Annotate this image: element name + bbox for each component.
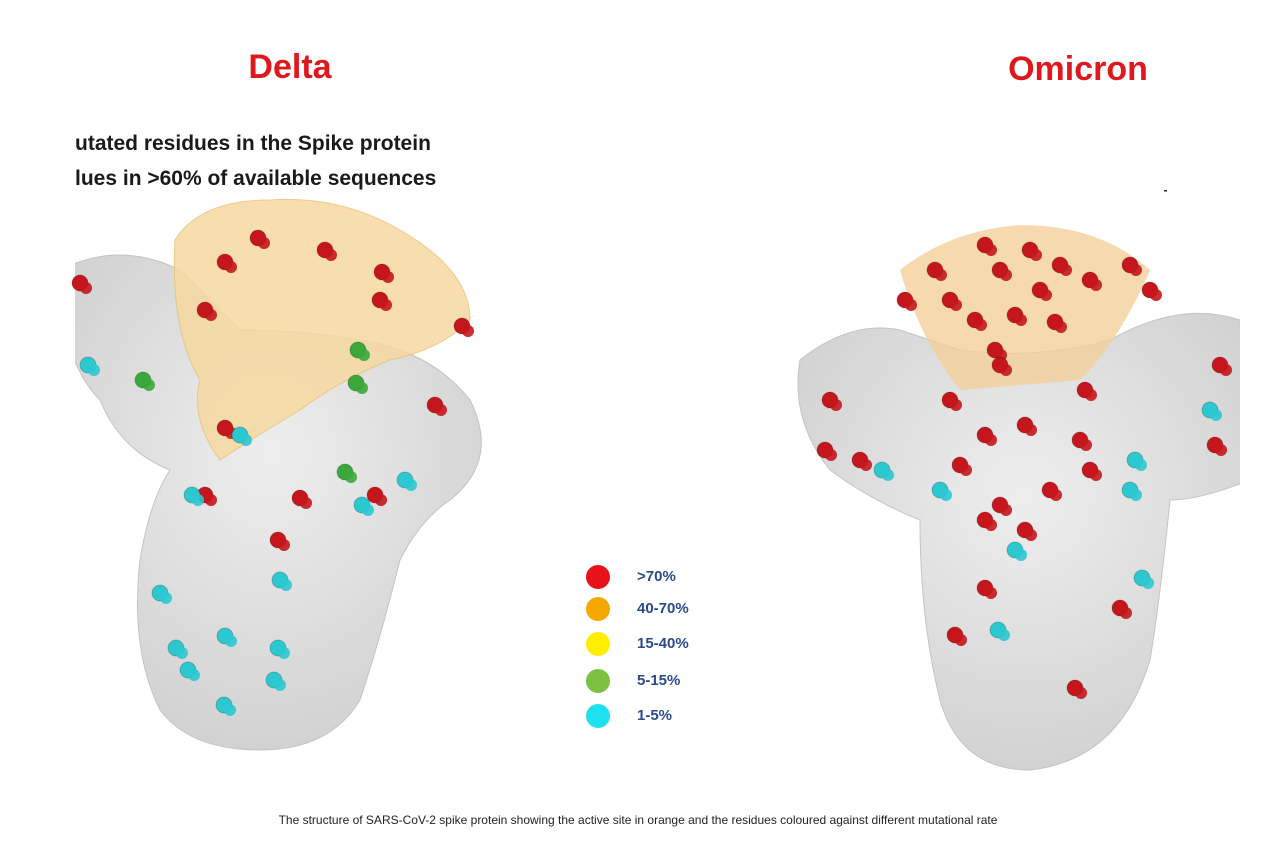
- residue-sphere: [356, 382, 368, 394]
- legend-swatch: [586, 704, 610, 728]
- residue-sphere: [192, 494, 204, 506]
- residue-sphere: [985, 519, 997, 531]
- residue-sphere: [362, 504, 374, 516]
- legend-swatch: [586, 632, 610, 656]
- panel-subtitle: 34 residues in >60% of available sequ: [806, 169, 1181, 192]
- residue-sphere: [1130, 489, 1142, 501]
- residue-sphere: [825, 449, 837, 461]
- residue-sphere: [205, 309, 217, 321]
- residue-sphere: [160, 592, 172, 604]
- residue-sphere: [224, 704, 236, 716]
- residue-sphere: [300, 497, 312, 509]
- residue-sphere: [975, 319, 987, 331]
- residue-sphere: [1215, 444, 1227, 456]
- residue-sphere: [258, 237, 270, 249]
- residue-sphere: [358, 349, 370, 361]
- residue-sphere: [1000, 364, 1012, 376]
- residue-sphere: [176, 647, 188, 659]
- residue-sphere: [1015, 549, 1027, 561]
- residue-sphere: [345, 471, 357, 483]
- residue-sphere: [1080, 439, 1092, 451]
- legend-label: 1-5%: [637, 707, 672, 724]
- residue-sphere: [955, 634, 967, 646]
- panel-subtitle: lues in >60% of available sequences: [75, 167, 436, 190]
- residue-sphere: [1000, 269, 1012, 281]
- residue-sphere: [462, 325, 474, 337]
- residue-sphere: [1075, 687, 1087, 699]
- residue-sphere: [278, 647, 290, 659]
- residue-sphere: [1000, 504, 1012, 516]
- residue-sphere: [950, 399, 962, 411]
- residue-sphere: [935, 269, 947, 281]
- residue-sphere: [985, 434, 997, 446]
- residue-sphere: [860, 459, 872, 471]
- caption: The structure of SARS-CoV-2 spike protei…: [279, 813, 998, 827]
- residue-sphere: [240, 434, 252, 446]
- residue-sphere: [1090, 469, 1102, 481]
- residue-sphere: [88, 364, 100, 376]
- residue-sphere: [225, 635, 237, 647]
- omicron-structure: [797, 225, 1240, 771]
- legend-label: 40-70%: [637, 600, 689, 617]
- residue-sphere: [405, 479, 417, 491]
- residue-sphere: [882, 469, 894, 481]
- residue-sphere: [1090, 279, 1102, 291]
- residue-sphere: [1150, 289, 1162, 301]
- residue-sphere: [905, 299, 917, 311]
- residue-sphere: [1210, 409, 1222, 421]
- legend-swatch: [586, 565, 610, 589]
- residue-sphere: [80, 282, 92, 294]
- residue-sphere: [1050, 489, 1062, 501]
- residue-sphere: [985, 587, 997, 599]
- residue-sphere: [1030, 249, 1042, 261]
- residue-sphere: [1220, 364, 1232, 376]
- residue-sphere: [325, 249, 337, 261]
- panel-title: Omicron: [1008, 50, 1148, 88]
- residue-sphere: [435, 404, 447, 416]
- residue-sphere: [1120, 607, 1132, 619]
- residue-sphere: [188, 669, 200, 681]
- legend: >70% 40-70% 15-40% 5-15% 1-5%: [586, 565, 689, 728]
- delta-structure: [75, 198, 482, 751]
- residue-sphere: [1135, 459, 1147, 471]
- residue-sphere: [1015, 314, 1027, 326]
- residue-sphere: [1142, 577, 1154, 589]
- panel-subtitle: utated residues in the Spike protein: [75, 132, 431, 155]
- residue-sphere: [1040, 289, 1052, 301]
- residue-sphere: [950, 299, 962, 311]
- residue-spheres: [71, 229, 1232, 716]
- residue-sphere: [998, 629, 1010, 641]
- residue-sphere: [225, 261, 237, 273]
- residue-sphere: [830, 399, 842, 411]
- legend-swatch: [586, 597, 610, 621]
- residue-sphere: [940, 489, 952, 501]
- legend-swatch: [586, 669, 610, 693]
- residue-sphere: [1025, 424, 1037, 436]
- residue-sphere: [380, 299, 392, 311]
- residue-sphere: [375, 494, 387, 506]
- residue-sphere: [278, 539, 290, 551]
- panel-subtitle: 43 aa mutated residues in the Spike p: [806, 134, 1181, 157]
- panel-title: Delta: [248, 48, 332, 86]
- residue-sphere: [1055, 321, 1067, 333]
- residue-sphere: [280, 579, 292, 591]
- residue-sphere: [143, 379, 155, 391]
- residue-sphere: [205, 494, 217, 506]
- residue-sphere: [1085, 389, 1097, 401]
- legend-label: 5-15%: [637, 672, 680, 689]
- residue-sphere: [274, 679, 286, 691]
- residue-sphere: [382, 271, 394, 283]
- residue-sphere: [1060, 264, 1072, 276]
- residue-sphere: [985, 244, 997, 256]
- legend-label: >70%: [637, 568, 676, 585]
- residue-sphere: [1130, 264, 1142, 276]
- legend-label: 15-40%: [637, 635, 689, 652]
- residue-sphere: [1025, 529, 1037, 541]
- residue-sphere: [960, 464, 972, 476]
